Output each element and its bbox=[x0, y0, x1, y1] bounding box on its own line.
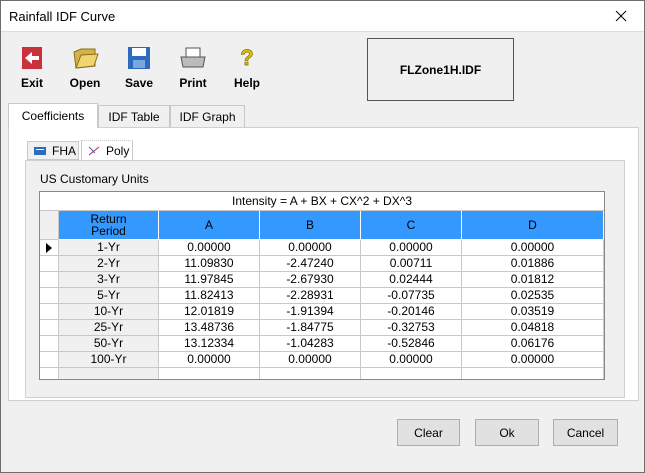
table-cell: 2-Yr bbox=[59, 256, 159, 272]
table-cell: 11.09830 bbox=[159, 256, 260, 272]
button-label: Save bbox=[124, 76, 154, 90]
table-cell: -2.67930 bbox=[260, 272, 361, 288]
table-cell bbox=[462, 368, 604, 379]
table-cell: 0.00000 bbox=[462, 240, 604, 256]
print-button[interactable]: Print bbox=[168, 46, 218, 90]
open-button[interactable]: Open bbox=[60, 46, 110, 90]
button-label: Open bbox=[69, 76, 101, 90]
table-cell: 10-Yr bbox=[59, 304, 159, 320]
svg-text:?: ? bbox=[240, 46, 253, 70]
save-button[interactable]: Save bbox=[114, 46, 164, 90]
table-cell: 0.00000 bbox=[159, 240, 260, 256]
table-cell: 0.00000 bbox=[361, 240, 462, 256]
sub-tab-label: Poly bbox=[106, 144, 130, 158]
table-cell: 11.97845 bbox=[159, 272, 260, 288]
table-cell: 100-Yr bbox=[59, 352, 159, 368]
table-cell: 0.00000 bbox=[260, 352, 361, 368]
row-selector bbox=[40, 256, 59, 272]
tab-panel: FHA Poly US Customary Units Intensity = … bbox=[8, 127, 639, 401]
column-header: Return Period bbox=[59, 211, 159, 240]
row-selector bbox=[40, 288, 59, 304]
table-cell: 0.00000 bbox=[159, 352, 260, 368]
table-cell: 0.00711 bbox=[361, 256, 462, 272]
toolbar: Exit Open Save Print ? Help FLZone1H.IDF bbox=[1, 31, 644, 106]
table-cell: 11.82413 bbox=[159, 288, 260, 304]
table-cell: -1.04283 bbox=[260, 336, 361, 352]
tab[interactable]: Coefficients bbox=[8, 103, 98, 128]
table-cell: 12.01819 bbox=[159, 304, 260, 320]
row-selector bbox=[40, 240, 59, 256]
column-header: A bbox=[159, 211, 260, 240]
tab[interactable]: IDF Table bbox=[98, 105, 170, 127]
column-header: C bbox=[361, 211, 462, 240]
table-cell: 0.04818 bbox=[462, 320, 604, 336]
file-name: FLZone1H.IDF bbox=[367, 38, 514, 101]
sub-tab[interactable]: FHA bbox=[27, 141, 79, 160]
row-selector bbox=[40, 272, 59, 288]
cancel-button[interactable]: Cancel bbox=[553, 419, 618, 446]
button-label: Print bbox=[179, 76, 207, 90]
table-cell: 0.01812 bbox=[462, 272, 604, 288]
table-cell: 50-Yr bbox=[59, 336, 159, 352]
row-pointer bbox=[46, 243, 52, 253]
table-cell: 0.00000 bbox=[361, 352, 462, 368]
table-cell: -2.28931 bbox=[260, 288, 361, 304]
table-cell bbox=[260, 368, 361, 379]
table-cell: 0.02535 bbox=[462, 288, 604, 304]
tab[interactable]: IDF Graph bbox=[170, 105, 245, 127]
row-selector bbox=[40, 352, 59, 368]
help-button[interactable]: ? Help bbox=[222, 46, 272, 90]
close-button[interactable] bbox=[615, 10, 627, 22]
table-cell: 13.12334 bbox=[159, 336, 260, 352]
clear-button[interactable]: Clear bbox=[397, 419, 460, 446]
button-label: Help bbox=[233, 76, 260, 90]
table-cell: -2.47240 bbox=[260, 256, 361, 272]
table-cell: -0.52846 bbox=[361, 336, 462, 352]
row-header bbox=[40, 211, 59, 240]
window-title: Rainfall IDF Curve bbox=[9, 9, 116, 24]
exit-button[interactable]: Exit bbox=[7, 46, 57, 90]
sub-panel: US Customary Units Intensity = A + BX + … bbox=[25, 160, 625, 398]
button-label: Exit bbox=[20, 76, 43, 90]
row-selector bbox=[40, 304, 59, 320]
table-cell: 0.03519 bbox=[462, 304, 604, 320]
row-selector bbox=[40, 320, 59, 336]
table-caption: Intensity = A + BX + CX^2 + DX^3 bbox=[40, 192, 604, 211]
table-cell: 0.00000 bbox=[260, 240, 361, 256]
sub-tab-label: FHA bbox=[52, 143, 76, 158]
ok-button[interactable]: Ok bbox=[475, 419, 539, 446]
row-selector bbox=[40, 368, 59, 379]
column-header: D bbox=[462, 211, 604, 240]
table-cell: 5-Yr bbox=[59, 288, 159, 304]
table-cell: 0.06176 bbox=[462, 336, 604, 352]
table-cell: 1-Yr bbox=[59, 240, 159, 256]
table-cell bbox=[159, 368, 260, 379]
table-cell bbox=[59, 368, 159, 379]
column-header: B bbox=[260, 211, 361, 240]
table-cell: 25-Yr bbox=[59, 320, 159, 336]
table-cell: -1.91394 bbox=[260, 304, 361, 320]
table-cell: 0.00000 bbox=[462, 352, 604, 368]
table-cell: -0.20146 bbox=[361, 304, 462, 320]
table-cell: -1.84775 bbox=[260, 320, 361, 336]
units-label: US Customary Units bbox=[40, 172, 149, 186]
table-cell: 0.02444 bbox=[361, 272, 462, 288]
table-cell: -0.07735 bbox=[361, 288, 462, 304]
table-cell: -0.32753 bbox=[361, 320, 462, 336]
title-bar: Rainfall IDF Curve bbox=[1, 1, 644, 31]
row-selector bbox=[40, 336, 59, 352]
table-cell: 0.01886 bbox=[462, 256, 604, 272]
table-cell: 3-Yr bbox=[59, 272, 159, 288]
sub-tab[interactable]: Poly bbox=[81, 140, 133, 161]
table-cell: 13.48736 bbox=[159, 320, 260, 336]
data-grid: Intensity = A + BX + CX^2 + DX^3 Return … bbox=[39, 191, 605, 380]
table-cell bbox=[361, 368, 462, 379]
